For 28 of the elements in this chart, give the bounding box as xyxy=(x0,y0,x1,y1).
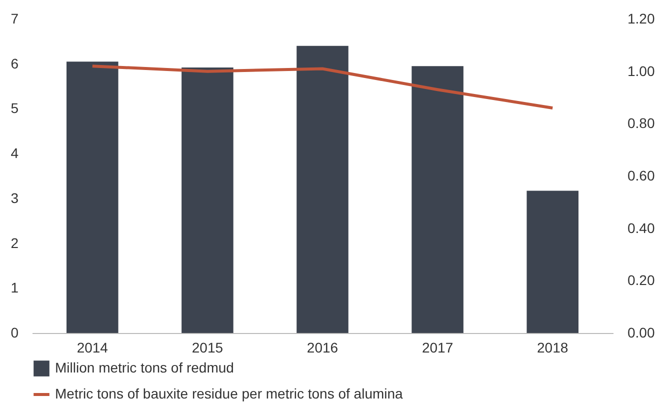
y2-tick-label: 0.80 xyxy=(628,115,655,132)
y-tick-label: 7 xyxy=(10,10,19,26)
y-tick-label: 0 xyxy=(10,324,19,340)
y-tick-label: 1 xyxy=(10,280,19,296)
y-tick-label: 5 xyxy=(10,100,19,116)
y-tick-label: 2 xyxy=(10,234,19,251)
x-tick-label: 2016 xyxy=(306,340,338,356)
x-tick-label: 2018 xyxy=(537,340,568,356)
y2-tick-label: 0.40 xyxy=(628,220,655,236)
bar xyxy=(66,62,118,333)
legend-label: Million metric tons of redmud xyxy=(55,360,234,376)
y2-tick-label: 1.20 xyxy=(628,10,655,26)
y2-tick-label: 0.00 xyxy=(628,324,655,340)
y2-tick-label: 0.60 xyxy=(628,168,655,184)
y-tick-label: 4 xyxy=(10,145,19,162)
bar xyxy=(412,66,464,333)
x-tick-label: 2014 xyxy=(76,340,108,356)
x-tick-label: 2015 xyxy=(192,340,224,356)
legend-label: Metric tons of bauxite residue per metric tons of alumina xyxy=(55,386,404,402)
y2-tick-label: 0.20 xyxy=(628,272,655,288)
line-series xyxy=(90,64,554,110)
y-tick-label: 6 xyxy=(10,55,19,72)
bar xyxy=(182,67,234,333)
x-tick-label: 2017 xyxy=(422,340,454,356)
bar xyxy=(526,190,578,333)
bar xyxy=(296,46,348,333)
y2-tick-label: 1.00 xyxy=(628,62,655,79)
y-tick-label: 3 xyxy=(10,190,19,206)
